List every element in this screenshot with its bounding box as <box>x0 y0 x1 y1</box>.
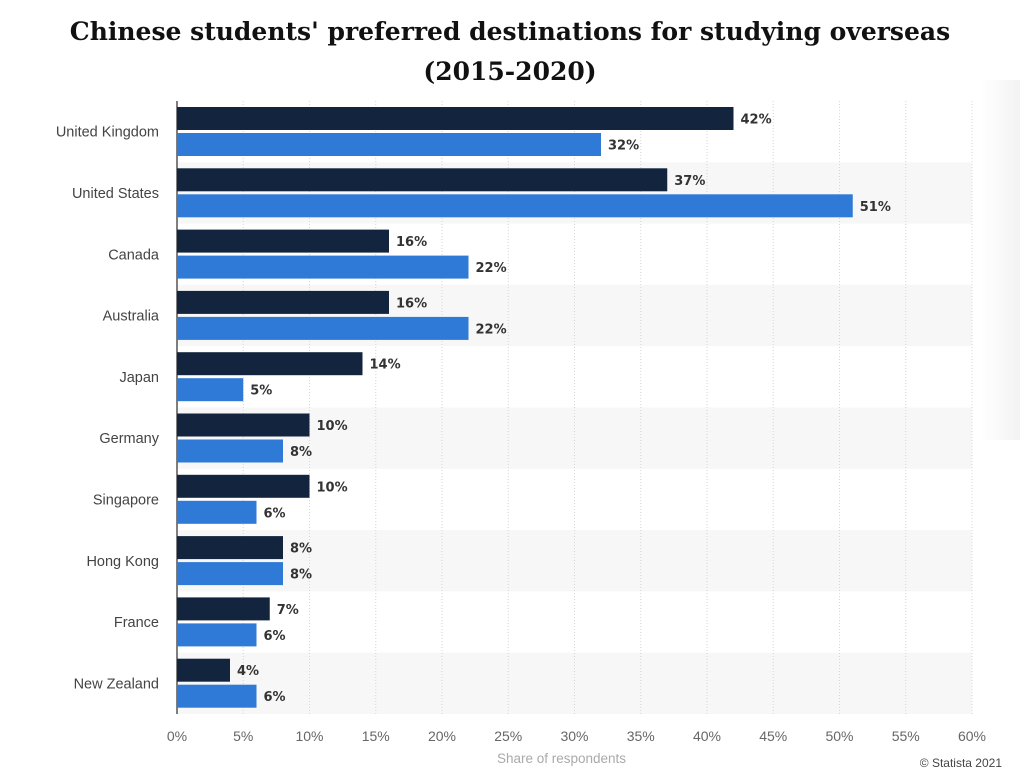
bar <box>177 229 389 253</box>
bar <box>177 352 363 376</box>
category-label: Canada <box>108 247 160 263</box>
bar <box>177 562 283 586</box>
category-label: Australia <box>103 309 160 325</box>
data-label: 10% <box>317 480 348 495</box>
x-tick-label: 5% <box>233 728 253 744</box>
bar <box>177 536 283 560</box>
data-label: 37% <box>674 174 705 189</box>
category-label: United Kingdom <box>56 125 159 141</box>
x-tick-label: 40% <box>693 728 721 744</box>
bar <box>177 439 283 463</box>
data-label: 6% <box>264 506 286 521</box>
bar <box>177 133 601 156</box>
x-tick-label: 55% <box>892 728 920 744</box>
data-label: 8% <box>290 445 312 460</box>
bar <box>177 255 469 279</box>
chart-title: Chinese students' preferred destinations… <box>0 12 1020 92</box>
x-tick-label: 10% <box>295 728 323 744</box>
data-label: 42% <box>741 113 772 128</box>
category-label: Germany <box>99 431 159 447</box>
category-label: United States <box>72 186 159 202</box>
data-label: 6% <box>264 690 286 705</box>
category-label: Singapore <box>93 492 159 508</box>
x-tick-label: 30% <box>560 728 588 744</box>
x-tick-label: 15% <box>362 728 390 744</box>
data-label: 22% <box>476 322 507 337</box>
bar <box>177 597 270 621</box>
bar <box>177 658 230 682</box>
data-label: 8% <box>290 568 312 583</box>
category-label: New Zealand <box>74 676 159 692</box>
chart-title-line-1: Chinese students' preferred destinations… <box>69 17 951 46</box>
source-credit: © Statista 2021 <box>919 756 1002 770</box>
x-tick-label: 0% <box>167 728 187 744</box>
bar <box>177 684 257 708</box>
x-tick-label: 50% <box>825 728 853 744</box>
category-label: Hong Kong <box>86 554 159 570</box>
scrollbar-shadow <box>980 80 1020 440</box>
data-label: 14% <box>370 358 401 373</box>
bar <box>177 474 310 498</box>
bar <box>177 290 389 314</box>
bar <box>177 168 668 192</box>
x-tick-label: 45% <box>759 728 787 744</box>
data-label: 22% <box>476 261 507 276</box>
bar <box>177 500 257 524</box>
data-label: 32% <box>608 139 639 154</box>
data-label: 7% <box>277 603 299 618</box>
chart-title-line-2: (2015-2020) <box>423 57 597 86</box>
x-axis-title: Share of respondents <box>497 751 626 766</box>
bar <box>177 623 257 647</box>
data-label: 16% <box>396 296 427 311</box>
category-label: France <box>114 615 159 631</box>
x-tick-label: 20% <box>428 728 456 744</box>
data-label: 51% <box>860 200 891 215</box>
x-tick-label: 25% <box>494 728 522 744</box>
data-label: 8% <box>290 542 312 557</box>
category-label: Japan <box>119 370 159 386</box>
bar <box>177 378 244 402</box>
x-tick-label: 35% <box>627 728 655 744</box>
bar <box>177 107 734 130</box>
data-label: 16% <box>396 235 427 250</box>
data-label: 6% <box>264 629 286 644</box>
bar <box>177 413 310 437</box>
data-label: 10% <box>317 419 348 434</box>
bar <box>177 194 853 218</box>
bar <box>177 316 469 340</box>
x-tick-label: 60% <box>958 728 986 744</box>
data-label: 5% <box>250 384 272 399</box>
data-label: 4% <box>237 664 259 679</box>
